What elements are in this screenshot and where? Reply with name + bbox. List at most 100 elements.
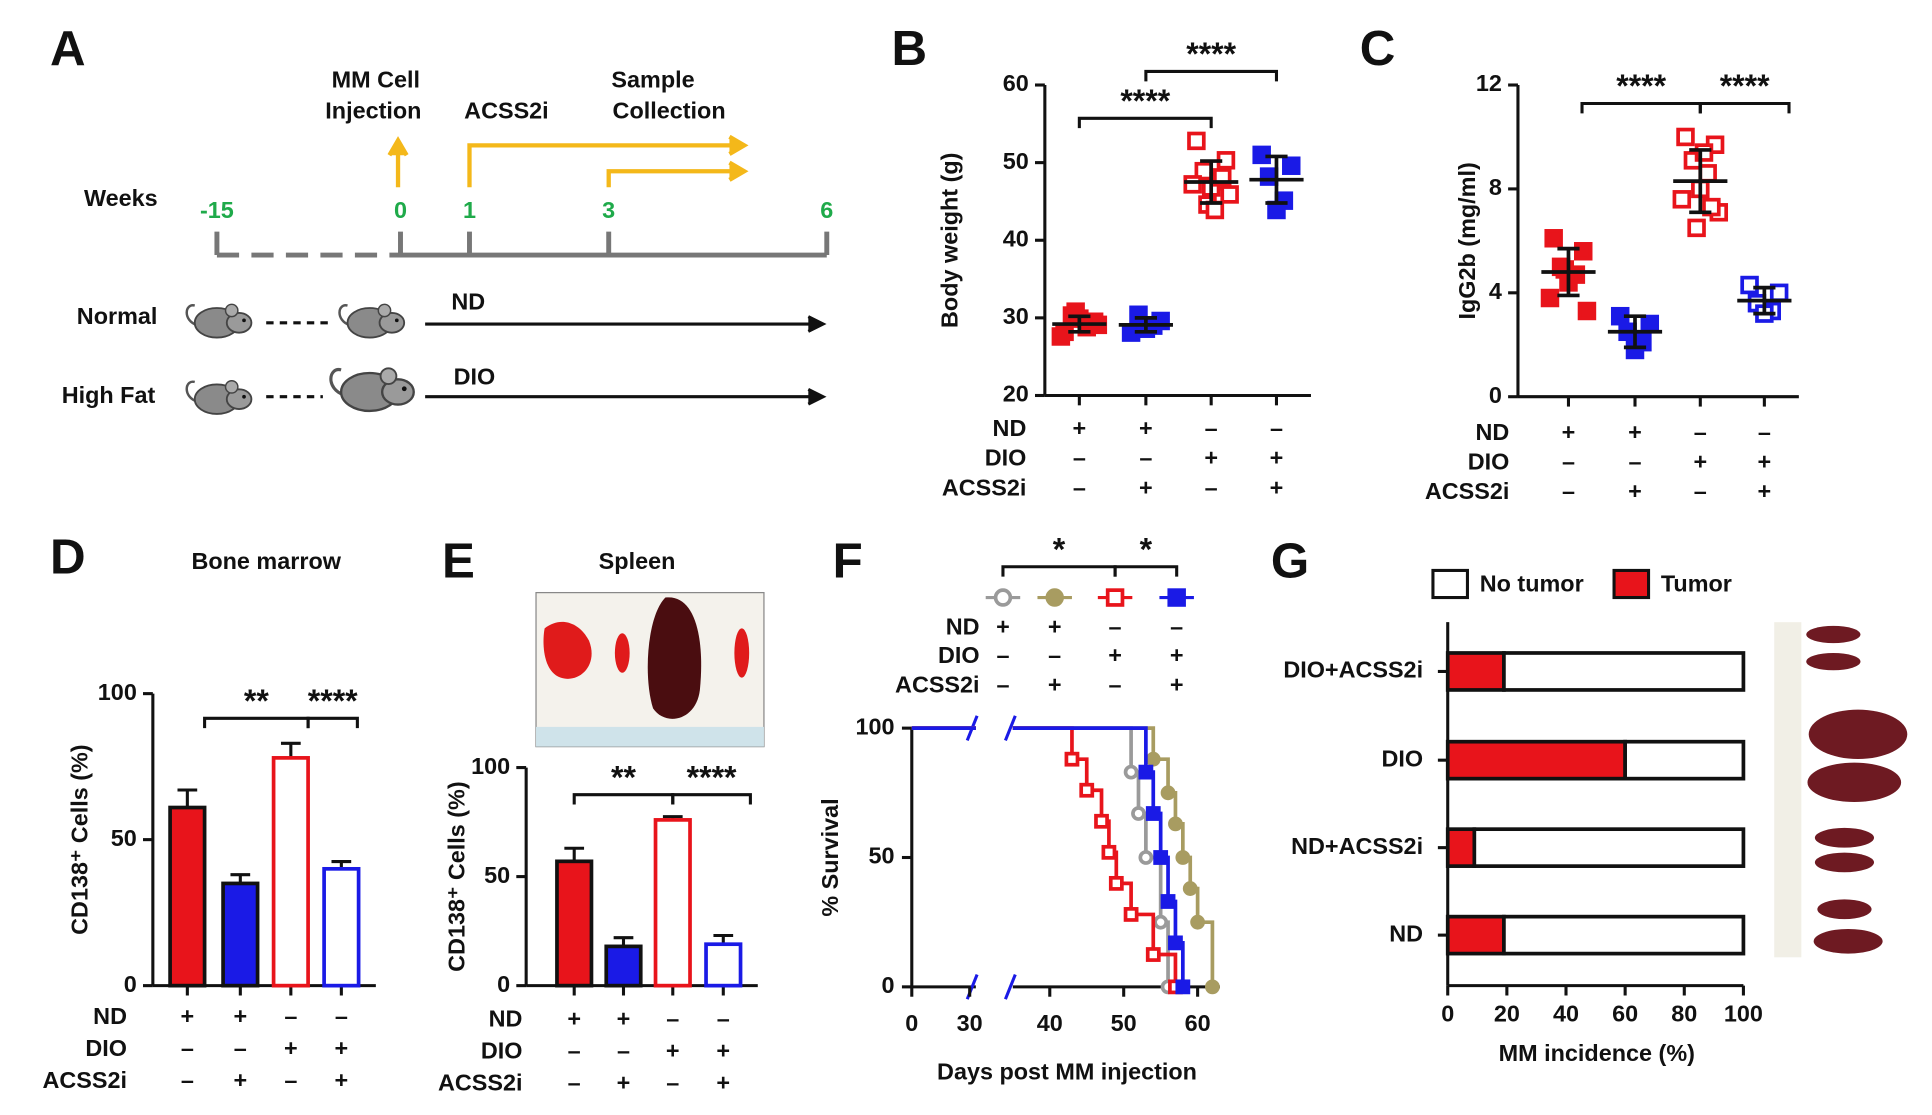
x-axis-label: MM incidence (%): [1499, 1040, 1695, 1066]
treatment-mark: +: [1562, 419, 1576, 445]
treatment-mark: +: [181, 1003, 195, 1029]
marker: [1740, 275, 1759, 295]
x-axis-label: Days post MM injection: [937, 1058, 1197, 1084]
x-tick-label: 40: [1553, 1000, 1579, 1026]
legend-swatch: [1431, 568, 1469, 600]
marker: [993, 588, 1013, 607]
treatment-mark: –: [568, 1069, 581, 1095]
y-tick-label: 50: [484, 862, 510, 888]
treatment-mark: –: [1628, 448, 1641, 474]
significance-label: ****: [1720, 68, 1770, 104]
treatment-label: DIO: [1468, 448, 1510, 474]
y-tick-label: 100: [856, 713, 895, 739]
bar-segment: [1623, 739, 1746, 781]
significance-bracket: [203, 716, 310, 729]
marker: [1175, 979, 1191, 995]
marker: [1167, 588, 1186, 607]
week-label: 0: [394, 197, 407, 223]
treatment-mark: –: [1270, 415, 1283, 441]
mouse-icon: [329, 366, 416, 413]
treatment-mark: –: [335, 1003, 348, 1029]
treatment-mark: –: [1205, 474, 1218, 500]
treatment-mark: –: [666, 1005, 679, 1031]
significance-bracket: [1001, 565, 1117, 577]
treatment-mark: –: [1694, 419, 1707, 445]
treatment-mark: –: [1109, 671, 1122, 697]
y-tick-label: 0: [497, 971, 510, 997]
treatment-mark: +: [284, 1035, 298, 1061]
treatment-mark: –: [1139, 445, 1152, 471]
treatment-mark: +: [1170, 671, 1184, 697]
group-label: High Fat: [62, 382, 156, 408]
treatment-mark: –: [1073, 474, 1086, 500]
x-tick-label: 20: [1494, 1000, 1520, 1026]
marker: [1190, 914, 1206, 930]
survival-step: [1197, 920, 1215, 987]
treatment-mark: +: [1270, 445, 1284, 471]
marker: [1145, 806, 1161, 821]
y-tick-label: 0: [124, 971, 137, 997]
treatment-mark: +: [1048, 614, 1062, 640]
event-label: MM Cell: [332, 67, 420, 93]
treatment-mark: +: [996, 614, 1010, 640]
panel-title: Spleen: [599, 548, 676, 574]
y-tick-label: 60: [1003, 70, 1029, 96]
treatment-label: DIO: [985, 445, 1027, 471]
category-label: DIO: [1381, 745, 1423, 771]
treatment-mark: –: [666, 1069, 679, 1095]
marker: [1145, 751, 1161, 767]
significance-label: ****: [687, 759, 737, 795]
y-tick-label: 0: [882, 972, 895, 998]
bar-segment: [1472, 827, 1746, 868]
event-label: Injection: [325, 97, 421, 123]
marker: [1640, 314, 1660, 334]
treatment-mark: +: [1170, 642, 1184, 668]
significance-bracket: [1077, 116, 1213, 129]
bar: [704, 942, 743, 988]
event-label: Sample: [611, 67, 694, 93]
legend-label: Tumor: [1661, 570, 1732, 596]
marker: [1123, 764, 1139, 780]
treatment-mark: –: [1205, 415, 1218, 441]
survival-step: [911, 726, 1074, 760]
x-tick-label: 0: [905, 1010, 918, 1036]
survival-step: [911, 726, 1148, 773]
significance-label: *: [1140, 531, 1153, 567]
marker: [1540, 288, 1560, 308]
survival-step: [911, 726, 1133, 773]
y-axis-label: Body weight (g): [936, 153, 962, 328]
treatment-mark: –: [1048, 642, 1061, 668]
bar-segment: [1445, 827, 1477, 868]
significance-label: ****: [1186, 36, 1236, 72]
treatment-mark: +: [1270, 474, 1284, 500]
marker: [1574, 242, 1593, 261]
treatment-mark: –: [1694, 478, 1707, 504]
y-tick-label: 20: [1003, 381, 1029, 407]
category-label: ND+ACSS2i: [1291, 833, 1423, 859]
mouse-icon: [185, 303, 253, 339]
category-label: ND: [1389, 920, 1423, 946]
treatment-mark: +: [1204, 445, 1218, 471]
bar: [322, 866, 361, 988]
marker: [1672, 190, 1692, 209]
marker: [1577, 301, 1597, 321]
bar-segment: [1502, 914, 1746, 956]
treatment-mark: +: [666, 1037, 680, 1063]
mouse-icon: [185, 379, 253, 416]
week-label: 1: [463, 197, 476, 223]
bar: [604, 944, 643, 988]
significance-label: **: [611, 759, 636, 795]
treatment-mark: +: [617, 1069, 631, 1095]
treatment-mark: –: [1109, 614, 1122, 640]
treatment-label: ND: [1476, 419, 1510, 445]
significance-bracket: [306, 716, 359, 729]
legend-swatch: [1612, 568, 1651, 600]
marker: [1187, 131, 1206, 151]
treatment-mark: –: [234, 1035, 247, 1061]
treatment-label: ACSS2i: [42, 1067, 126, 1093]
treatment-mark: –: [1758, 419, 1771, 445]
treatment-mark: –: [1073, 445, 1086, 471]
marker: [1105, 588, 1125, 607]
y-axis-label: CD138⁺ Cells (%): [444, 781, 470, 971]
marker: [1676, 127, 1695, 147]
